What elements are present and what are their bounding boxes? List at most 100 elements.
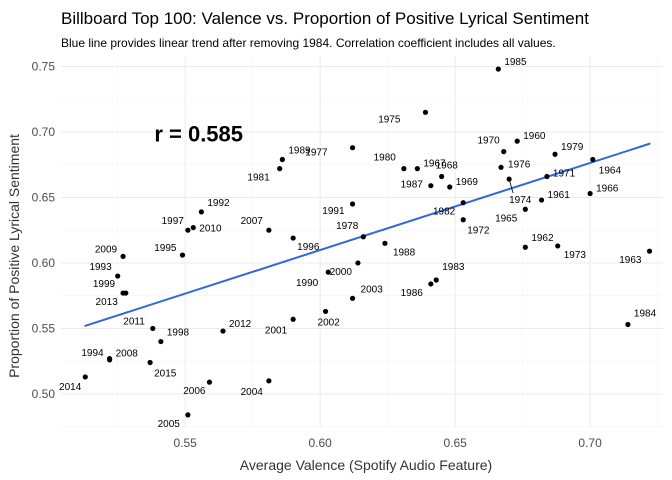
- point-label-2014: 2014: [59, 382, 82, 393]
- point-1990: [325, 269, 331, 275]
- y-axis-ticks: 0.50 0.55 0.60 0.65 0.70 0.75: [32, 59, 56, 400]
- point-label-2005: 2005: [158, 419, 181, 430]
- point-label-1970: 1970: [477, 136, 500, 147]
- point-1960: [514, 138, 520, 144]
- point-2008: [106, 355, 113, 362]
- point-label-2002: 2002: [318, 317, 341, 328]
- point-label-2003: 2003: [361, 284, 384, 295]
- point-label-2013: 2013: [96, 297, 119, 308]
- point-label-1979: 1979: [561, 142, 584, 153]
- y-tick-label: 0.50: [32, 387, 56, 401]
- point-1973: [555, 243, 561, 249]
- point-1997: [185, 227, 191, 233]
- y-tick-label: 0.70: [32, 125, 56, 139]
- point-1978: [360, 234, 366, 240]
- point-2004: [266, 378, 272, 384]
- point-1970: [501, 149, 507, 155]
- point-1965: [522, 206, 528, 212]
- point-2011: [150, 325, 156, 332]
- point-1991: [349, 201, 356, 207]
- point-label-1985: 1985: [504, 57, 527, 68]
- point-label-1961: 1961: [548, 190, 571, 201]
- point-1971: [544, 173, 550, 180]
- point-label-1968: 1968: [436, 161, 459, 172]
- point-label-2015: 2015: [154, 369, 177, 380]
- point-1985: [495, 66, 501, 72]
- point-1968: [439, 173, 445, 180]
- point-label-1987: 1987: [401, 180, 424, 191]
- point-1967: [414, 166, 420, 172]
- x-tick-label: 0.55: [173, 436, 197, 450]
- point-label-2001: 2001: [265, 325, 288, 336]
- point-2000: [355, 260, 361, 266]
- point-2010: [190, 224, 196, 231]
- grid: [61, 56, 663, 428]
- point-1984: [625, 321, 631, 328]
- point-2003: [349, 295, 356, 301]
- point-label-2009: 2009: [95, 244, 118, 255]
- x-tick-label: 0.65: [443, 436, 467, 450]
- point-1995: [179, 252, 186, 258]
- point-label-1996: 1996: [297, 242, 320, 253]
- point-1969: [447, 184, 453, 190]
- point-label-1991: 1991: [322, 206, 345, 217]
- chart-title: Billboard Top 100: Valence vs. Proportio…: [61, 9, 589, 28]
- point-1979: [552, 151, 558, 157]
- point-2006: [206, 379, 213, 385]
- point-label-1972: 1972: [467, 226, 490, 237]
- x-axis-ticks: 0.55 0.60 0.65 0.70: [173, 436, 602, 450]
- y-tick-label: 0.55: [32, 321, 56, 335]
- point-label-1960: 1960: [523, 131, 546, 142]
- point-label-1983: 1983: [442, 262, 465, 273]
- point-1986: [428, 281, 434, 287]
- point-label-1999: 1999: [93, 279, 116, 290]
- point-label-1984: 1984: [634, 309, 657, 320]
- point-2014: [82, 374, 88, 380]
- x-axis-title: Average Valence (Spotify Audio Feature): [240, 457, 492, 473]
- point-2002: [322, 308, 329, 315]
- point-1980: [401, 166, 407, 172]
- point-label-1992: 1992: [207, 198, 230, 209]
- point-label-1993: 1993: [89, 262, 112, 273]
- point-label-1977: 1977: [305, 148, 328, 159]
- point-label-1966: 1966: [596, 184, 619, 195]
- point-label-1990: 1990: [296, 278, 319, 289]
- point-1982: [460, 200, 466, 206]
- point-1966: [587, 190, 593, 197]
- point-label-1973: 1973: [564, 250, 587, 261]
- point-label-1997: 1997: [162, 216, 185, 227]
- data-points: [82, 66, 653, 418]
- point-1975: [422, 109, 429, 115]
- chart-subtitle: Blue line provides linear trend after re…: [61, 36, 556, 50]
- point-2005: [185, 412, 191, 418]
- point-label-1964: 1964: [599, 165, 622, 176]
- point-1972: [460, 217, 466, 223]
- point-label-1986: 1986: [401, 288, 424, 299]
- point-label-2010: 2010: [199, 224, 222, 235]
- point-1976: [498, 164, 504, 170]
- point-label-2007: 2007: [241, 216, 264, 227]
- point-1961: [538, 197, 545, 203]
- point-label-1975: 1975: [378, 114, 401, 125]
- x-tick-label: 0.60: [308, 436, 332, 450]
- point-1988: [382, 240, 388, 246]
- point-1987: [428, 183, 434, 189]
- plot-panel: [61, 56, 663, 428]
- point-label-1969: 1969: [456, 177, 479, 188]
- point-label-1967: 1967: [423, 159, 446, 170]
- point-label-2006: 2006: [183, 386, 206, 397]
- point-1981: [277, 166, 283, 172]
- point-1989: [279, 156, 285, 163]
- point-label-1974: 1974: [509, 195, 532, 206]
- y-tick-label: 0.65: [32, 190, 56, 204]
- point-1993: [115, 273, 121, 279]
- y-tick-label: 0.75: [32, 59, 56, 73]
- point-label-2012: 2012: [229, 319, 252, 330]
- label-leader-1974: [508, 179, 514, 194]
- point-1992: [198, 209, 204, 215]
- point-2013: [123, 290, 129, 296]
- point-label-2011: 2011: [123, 316, 145, 327]
- point-label-1989: 1989: [288, 145, 311, 156]
